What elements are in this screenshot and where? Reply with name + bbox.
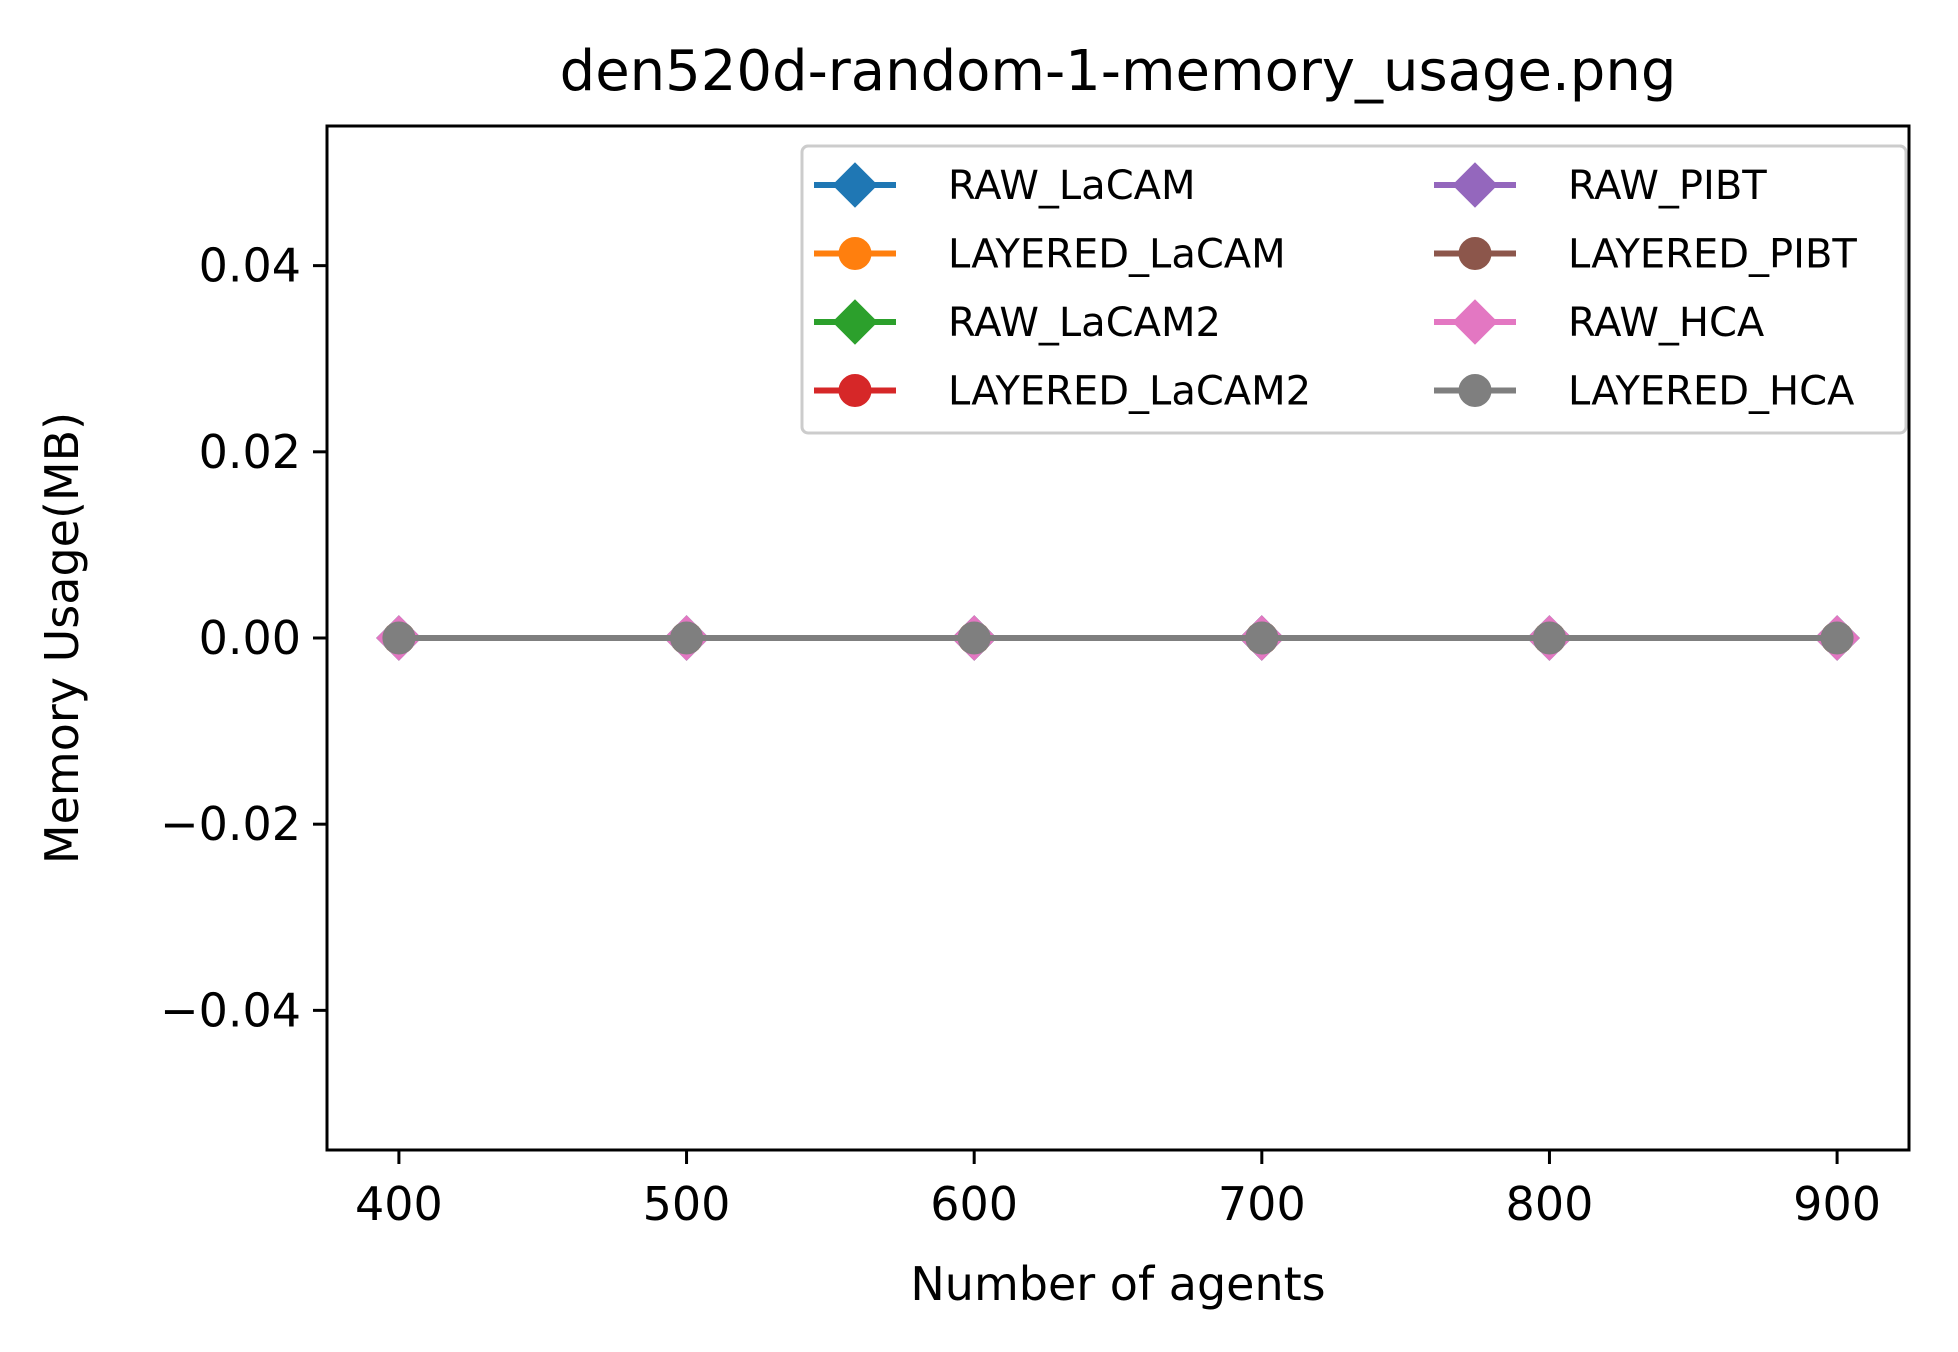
y-axis-ticks: −0.04 −0.02 0.00 0.02 0.04 [160, 239, 327, 1037]
x-tick-label-500: 500 [643, 1177, 731, 1231]
legend-label-RAW_LaCAM: RAW_LaCAM [948, 163, 1196, 209]
data-point-LAYERED_HCA-400 [382, 621, 416, 655]
data-point-LAYERED_HCA-900 [1820, 621, 1854, 655]
x-tick-label-800: 800 [1506, 1177, 1594, 1231]
legend-marker-RAW_PIBT [1452, 162, 1498, 208]
legend-label-RAW_HCA: RAW_HCA [1568, 300, 1765, 346]
legend-item-RAW_LaCAM2: RAW_LaCAM2 [814, 299, 1221, 346]
legend-marker-RAW_HCA [1452, 299, 1498, 345]
legend-marker-RAW_LaCAM [832, 162, 878, 208]
legend-item-LAYERED_HCA: LAYERED_HCA [1434, 369, 1855, 415]
x-axis-ticks: 400 500 600 700 800 900 [355, 1150, 1881, 1231]
legend-marker-LAYERED_LaCAM [838, 237, 872, 270]
data-point-LAYERED_HCA-600 [957, 621, 991, 655]
x-tick-label-600: 600 [930, 1177, 1018, 1231]
legend-item-LAYERED_LaCAM2: LAYERED_LaCAM2 [814, 369, 1311, 415]
x-tick-label-900: 900 [1793, 1177, 1881, 1231]
series-LAYERED_HCA [382, 621, 1854, 655]
legend-label-LAYERED_LaCAM2: LAYERED_LaCAM2 [948, 369, 1311, 415]
chart-title: den520d-random-1-memory_usage.png [560, 39, 1677, 104]
x-axis-label: Number of agents [910, 1257, 1325, 1311]
legend-marker-LAYERED_HCA [1458, 374, 1492, 407]
y-tick-label-0: 0.00 [199, 611, 301, 665]
data-point-LAYERED_HCA-800 [1532, 621, 1566, 655]
y-axis-label: Memory Usage(MB) [35, 412, 89, 864]
legend: RAW_LaCAM LAYERED_LaCAM RAW_LaCAM2 LAYERED_… [800, 144, 1908, 435]
legend-label-RAW_PIBT: RAW_PIBT [1568, 163, 1767, 209]
legend-marker-RAW_LaCAM2 [832, 299, 878, 345]
legend-label-RAW_LaCAM2: RAW_LaCAM2 [948, 300, 1221, 346]
series-layer [376, 615, 1860, 661]
legend-label-LAYERED_LaCAM: LAYERED_LaCAM [948, 232, 1286, 278]
legend-item-LAYERED_LaCAM: LAYERED_LaCAM [814, 232, 1286, 278]
legend-item-LAYERED_PIBT: LAYERED_PIBT [1434, 232, 1857, 278]
legend-marker-LAYERED_PIBT [1458, 237, 1492, 270]
legend-label-LAYERED_HCA: LAYERED_HCA [1568, 369, 1855, 415]
y-tick-label--0.04: −0.04 [160, 983, 301, 1037]
y-tick-label-0.02: 0.02 [199, 425, 301, 479]
legend-box [800, 144, 1908, 435]
legend-item-RAW_HCA: RAW_HCA [1434, 299, 1765, 346]
data-point-LAYERED_HCA-500 [670, 621, 704, 655]
x-tick-label-700: 700 [1218, 1177, 1306, 1231]
data-point-LAYERED_HCA-700 [1245, 621, 1279, 655]
legend-item-RAW_LaCAM: RAW_LaCAM [814, 162, 1196, 209]
legend-label-LAYERED_PIBT: LAYERED_PIBT [1568, 232, 1857, 278]
x-tick-label-400: 400 [355, 1177, 443, 1231]
legend-marker-LAYERED_LaCAM2 [838, 374, 872, 407]
y-tick-label--0.02: −0.02 [160, 797, 301, 851]
y-tick-label-0.04: 0.04 [199, 239, 301, 293]
legend-item-RAW_PIBT: RAW_PIBT [1434, 162, 1767, 209]
